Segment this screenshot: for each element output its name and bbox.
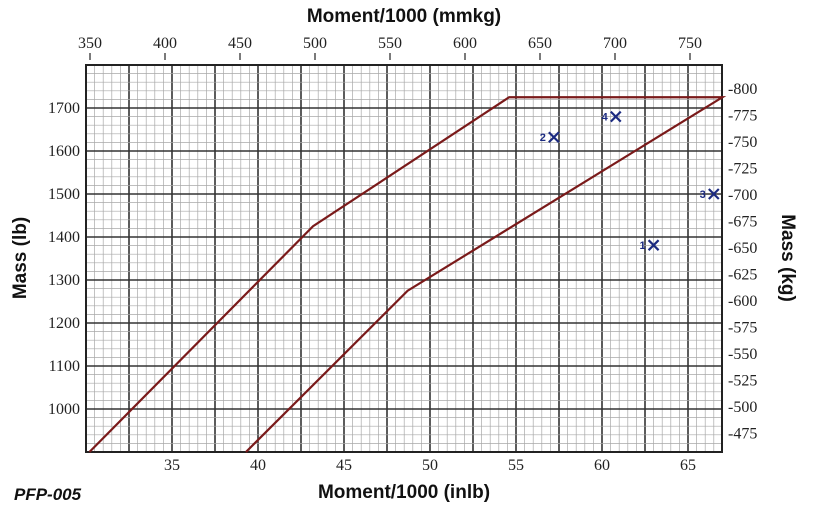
data-markers: 1 2 3 4 [540,110,720,252]
cross-marker-icon: 1 [639,239,660,252]
cross-marker-icon: 4 [602,110,622,124]
marker-label: 4 [602,112,609,124]
y2-tick-label: -575 [728,320,757,337]
y2-tick-label: -700 [728,187,757,204]
y2-tick-label: -650 [728,240,757,257]
x2-tick-label: 750 [678,35,702,52]
y-tick-label: 1100 [49,358,80,375]
y2-tick-label: -475 [728,426,757,443]
y2-tick-label: -525 [728,373,757,390]
y-tick-label: 1600 [48,143,80,160]
tick-labels: 35 40 45 50 55 60 6510001100120013001400150016… [48,35,757,474]
y2-tick-label: -800 [728,81,757,98]
envelope-line [88,96,727,453]
x2-tick-label: 700 [603,35,627,52]
figure-id: PFP-005 [14,485,82,504]
x-tick-label: 50 [422,457,438,474]
y-tick-label: 1000 [48,401,80,418]
x2-tick-label: 450 [228,35,252,52]
x2-tick-label: 650 [528,35,552,52]
marker-label: 3 [700,189,706,201]
bottom-axis-title: Moment/1000 (inlb) [318,482,490,503]
marker-label: 1 [639,240,645,252]
x-tick-label: 60 [594,457,610,474]
cross-marker-icon: 3 [700,188,720,201]
x2-tick-label: 600 [453,35,477,52]
marker-label: 2 [540,132,546,144]
x-tick-label: 35 [164,457,180,474]
x2-tick-label: 500 [303,35,327,52]
y-tick-label: 1300 [48,272,80,289]
y2-tick-label: -600 [728,293,757,310]
x2-tick-label: 350 [78,35,102,52]
y2-tick-label: -625 [728,267,757,284]
y-tick-label: 1400 [48,229,80,246]
left-axis-title: Mass (lb) [10,217,31,299]
y2-tick-label: -550 [728,346,757,363]
top-axis-title: Moment/1000 (mmkg) [307,6,501,27]
x-tick-label: 55 [508,457,524,474]
cross-marker-icon: 2 [540,131,560,144]
y-tick-label: 1500 [48,186,80,203]
x2-tick-label: 400 [153,35,177,52]
right-axis-title: Mass (kg) [777,214,798,302]
y2-tick-label: -725 [728,161,757,178]
y-tick-label: 1700 [48,100,80,117]
y2-tick-label: -750 [728,134,757,151]
y2-tick-label: -500 [728,399,757,416]
y-tick-label: 1200 [48,315,80,332]
cg-envelope [88,96,727,453]
y2-tick-label: -675 [728,214,757,231]
x-tick-label: 40 [250,457,266,474]
grid [85,64,723,453]
x-tick-label: 65 [680,457,696,474]
x2-tick-label: 550 [378,35,402,52]
y2-tick-label: -775 [728,108,757,125]
x-tick-label: 45 [336,457,352,474]
